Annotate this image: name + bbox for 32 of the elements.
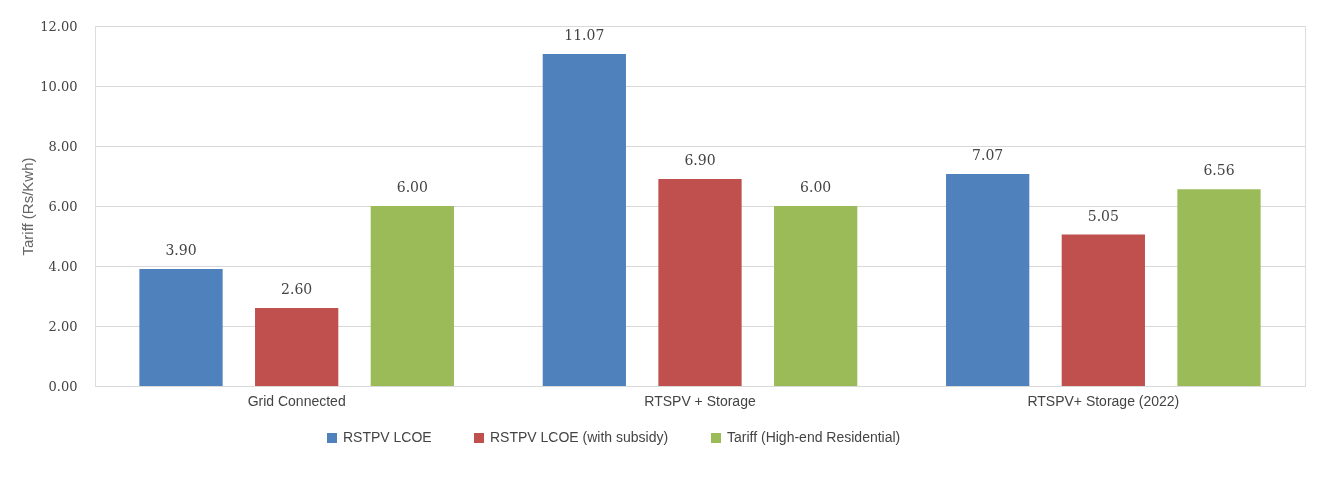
x-tick-label: Grid Connected — [247, 392, 346, 409]
bar — [255, 308, 339, 386]
bar — [658, 179, 742, 386]
legend-label: Tariff (High-end Residential) — [727, 429, 901, 445]
data-label: 11.07 — [564, 26, 605, 43]
y-tick-label: 2.00 — [48, 318, 78, 334]
bar — [139, 269, 223, 386]
bar — [1177, 189, 1261, 386]
data-label: 3.90 — [165, 242, 197, 258]
bar — [370, 206, 454, 386]
legend-label: RSTPV LCOE — [343, 429, 432, 445]
bar — [774, 206, 858, 386]
x-tick-label: RTSPV+ Storage (2022) — [1027, 392, 1180, 409]
y-tick-label: 0.00 — [48, 378, 78, 394]
data-label: 7.07 — [972, 146, 1004, 163]
data-label: 5.05 — [1087, 207, 1119, 224]
legend-label: RSTPV LCOE (with subsidy) — [490, 429, 669, 445]
y-tick-label: 10.00 — [40, 78, 78, 94]
data-label: 6.56 — [1203, 162, 1235, 179]
y-tick-label: 12.00 — [40, 18, 78, 34]
bar — [1061, 234, 1145, 386]
y-tick-label: 6.00 — [48, 198, 78, 214]
data-label: 2.60 — [281, 281, 313, 297]
data-label: 6.00 — [800, 179, 832, 195]
y-axis-title: Tariff (Rs/Kwh) — [19, 157, 37, 256]
y-tick-label: 8.00 — [48, 138, 78, 154]
y-tick-label: 4.00 — [48, 258, 78, 274]
bar — [542, 53, 626, 386]
bar — [946, 173, 1030, 386]
data-label: 6.00 — [396, 179, 428, 195]
x-tick-label: RTSPV + Storage — [644, 392, 756, 409]
data-label: 6.90 — [684, 152, 716, 168]
